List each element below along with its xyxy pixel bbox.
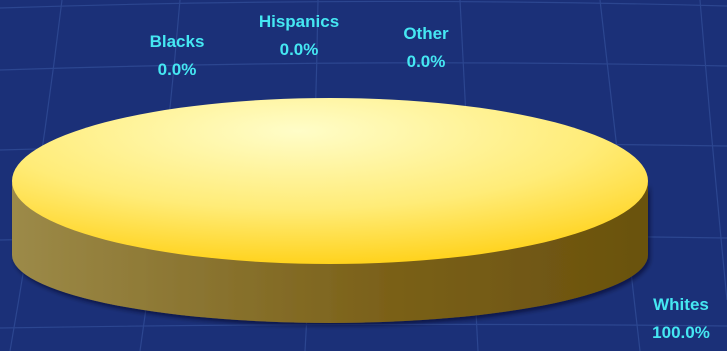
data-labels: Blacks 0.0% Hispanics 0.0% Other 0.0% Whites 10… — [150, 12, 710, 342]
value-whites: 100.0% — [652, 323, 710, 342]
label-blacks: Blacks — [150, 32, 205, 51]
value-hispanics: 0.0% — [280, 40, 319, 59]
label-hispanics: Hispanics — [259, 12, 339, 31]
value-blacks: 0.0% — [158, 60, 197, 79]
value-other: 0.0% — [407, 52, 446, 71]
label-whites: Whites — [653, 295, 709, 314]
pie-slice-whites — [12, 98, 648, 264]
label-other: Other — [403, 24, 449, 43]
